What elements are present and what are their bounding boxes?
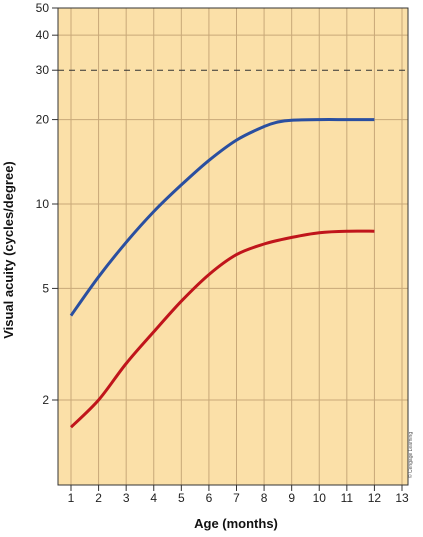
x-tick-label-5: 5 [178, 491, 185, 505]
y-axis: 2 5 10 20 30 40 50 [36, 1, 58, 407]
y-tick-label-2: 2 [42, 393, 49, 407]
x-tick-label-6: 6 [206, 491, 213, 505]
credit-text: © Cengage Learning [407, 432, 414, 478]
y-tick-label-20: 20 [36, 113, 50, 127]
y-tick-label-40: 40 [36, 28, 50, 42]
x-tick-label-7: 7 [233, 491, 240, 505]
x-tick-label-9: 9 [288, 491, 295, 505]
x-axis-title: Age (months) [194, 516, 278, 531]
x-tick-label-10: 10 [313, 491, 327, 505]
x-tick-label-12: 12 [368, 491, 382, 505]
plot-frame [57, 7, 409, 486]
y-tick-label-10: 10 [36, 197, 50, 211]
x-tick-label-3: 3 [123, 491, 130, 505]
x-tick-label-4: 4 [150, 491, 157, 505]
x-tick-label-8: 8 [261, 491, 268, 505]
series-line-1 [69, 118, 375, 317]
x-tick-label-1: 1 [68, 491, 75, 505]
grid [58, 7, 408, 485]
y-tick-label-50: 50 [36, 1, 50, 15]
x-tick-label-13: 13 [395, 491, 409, 505]
y-tick-label-30: 30 [36, 63, 50, 77]
y-tick-label-5: 5 [42, 281, 49, 295]
series-line-2 [69, 229, 375, 429]
plot-background [58, 8, 408, 485]
x-tick-label-11: 11 [341, 491, 354, 505]
y-axis-title: Visual acuity (cycles/degree) [1, 161, 16, 339]
x-tick-label-2: 2 [95, 491, 102, 505]
x-axis: 1 2 3 4 5 6 7 8 9 10 11 12 13 [68, 485, 409, 505]
series-layer [69, 118, 375, 429]
